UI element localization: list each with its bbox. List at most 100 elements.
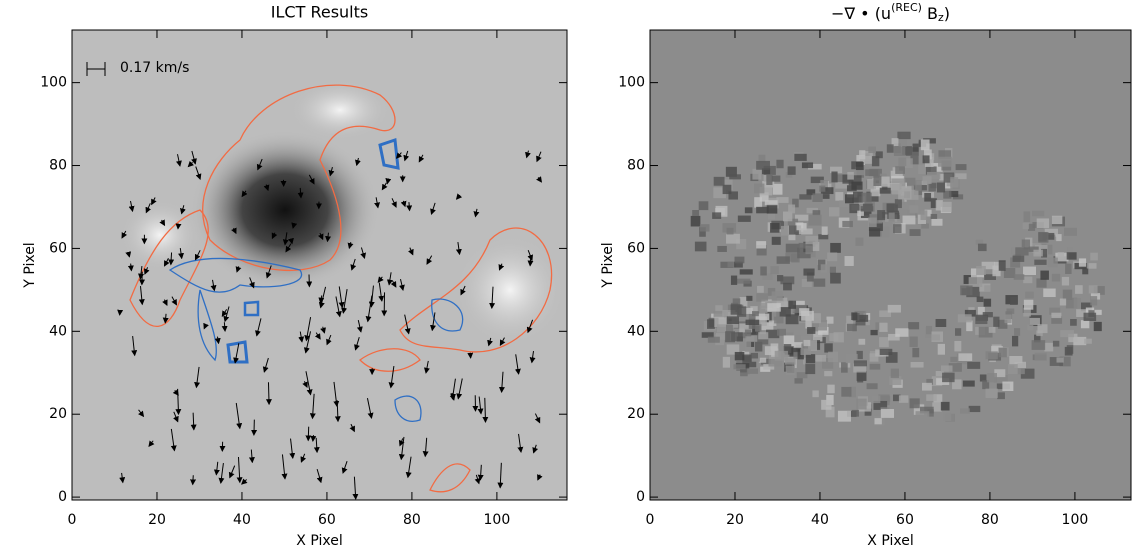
velocity-arrow <box>271 232 278 240</box>
pixel <box>873 175 882 186</box>
pixel <box>827 252 838 262</box>
velocity-arrow <box>474 474 481 485</box>
velocity-arrow <box>235 402 243 430</box>
pixel <box>905 147 919 156</box>
pixel <box>849 386 857 398</box>
velocity-arrow <box>231 227 237 235</box>
pixel <box>1080 302 1092 312</box>
pixel <box>1049 357 1063 366</box>
pixel <box>1088 263 1097 269</box>
title-part: −∇ • (u <box>831 4 891 23</box>
velocity-arrow <box>489 286 496 310</box>
pixel <box>855 314 869 322</box>
pixel <box>1011 335 1019 347</box>
pixel <box>796 372 808 379</box>
pixel <box>898 395 909 403</box>
pixel <box>966 286 980 298</box>
pixel <box>871 395 881 404</box>
velocity-arrow <box>517 433 524 454</box>
velocity-arrow <box>377 276 384 283</box>
pixel <box>920 139 930 151</box>
velocity-arrow <box>430 202 436 215</box>
velocity-arrow <box>391 198 397 208</box>
pixel <box>977 243 987 252</box>
velocity-arrow <box>194 250 201 261</box>
chart-title: ILCT Results <box>271 3 368 22</box>
velocity-arrow <box>241 190 248 198</box>
pixel <box>992 265 1001 277</box>
pixel <box>924 149 932 160</box>
velocity-arrow <box>456 378 463 400</box>
pixel <box>820 179 828 191</box>
pixel <box>855 237 864 246</box>
pixel <box>888 212 895 222</box>
pixel <box>844 256 854 266</box>
pixel <box>967 361 981 369</box>
velocity-arrow <box>536 176 542 183</box>
pixel <box>909 205 919 214</box>
pixel <box>806 272 814 282</box>
velocity-arrow <box>341 289 348 314</box>
pixel <box>806 207 818 214</box>
pixel <box>960 408 970 414</box>
pixel <box>981 261 995 270</box>
y-tick-label: 20 <box>49 406 67 422</box>
velocity-arrow <box>354 157 361 167</box>
velocity-arrow <box>449 392 456 401</box>
y-tick-label: 100 <box>618 75 645 91</box>
velocity-arrow <box>221 322 228 332</box>
pixel <box>1009 355 1023 366</box>
pixel <box>753 183 765 194</box>
pixel <box>808 340 818 351</box>
pixel <box>807 327 816 334</box>
pixel <box>730 304 742 315</box>
pixel <box>1023 276 1033 284</box>
velocity-arrow <box>314 332 321 340</box>
pixel <box>831 171 838 183</box>
pixel <box>1028 223 1036 231</box>
pixel <box>875 151 883 159</box>
pixel <box>1047 257 1058 268</box>
velocity-arrow <box>170 428 177 452</box>
pixel <box>734 256 745 264</box>
pixel <box>1055 234 1062 242</box>
pixel <box>942 372 955 383</box>
velocity-arrow <box>178 247 184 260</box>
y-tick-label: 60 <box>627 240 645 256</box>
pixel <box>751 311 759 317</box>
pixel <box>922 176 932 184</box>
velocity-arrow <box>262 357 269 373</box>
pixel <box>1014 361 1027 369</box>
pixel <box>1093 286 1105 295</box>
pixel <box>783 211 793 222</box>
velocity-arrow <box>255 318 262 337</box>
pixel <box>1014 328 1021 336</box>
velocity-arrow <box>526 319 534 334</box>
pixel <box>716 324 731 333</box>
pixel <box>818 326 829 335</box>
velocity-arrow <box>352 476 359 500</box>
pixel <box>1036 330 1043 337</box>
pixel <box>851 181 863 190</box>
velocity-arrow <box>221 309 228 317</box>
pixel <box>966 320 973 332</box>
velocity-arrow <box>347 241 354 250</box>
velocity-arrow <box>297 187 304 199</box>
pixel <box>1073 336 1087 346</box>
velocity-arrow <box>148 440 155 448</box>
pixel <box>754 197 763 208</box>
pixel <box>857 374 864 383</box>
velocity-arrow <box>532 444 539 454</box>
pixel <box>940 401 950 411</box>
velocity-arrow <box>173 411 179 423</box>
pixel <box>725 166 737 177</box>
pixel <box>880 226 890 238</box>
pixel <box>879 310 892 317</box>
pixel <box>805 235 819 245</box>
velocity-arrow <box>349 423 355 433</box>
pixel <box>699 224 710 232</box>
pixel <box>909 398 920 409</box>
pixel <box>938 150 952 159</box>
pixel <box>935 200 943 211</box>
velocity-arrow <box>498 371 505 394</box>
